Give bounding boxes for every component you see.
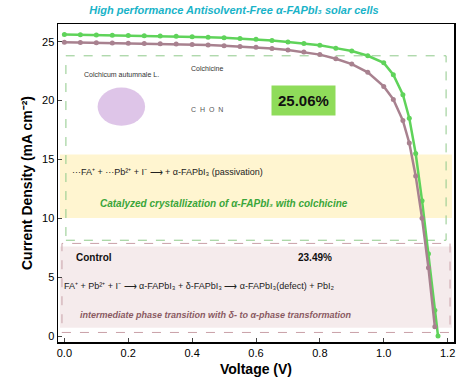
svg-text:23.49%: 23.49% [298, 252, 332, 263]
svg-text:Colchicine: Colchicine [191, 65, 223, 72]
svg-text:20: 20 [42, 94, 54, 106]
svg-text:10: 10 [42, 212, 54, 224]
svg-text:Voltage (V): Voltage (V) [220, 361, 292, 377]
svg-text:1.0: 1.0 [376, 347, 391, 359]
svg-text:25.06%: 25.06% [278, 92, 329, 109]
svg-text:Colchicum autumnale L.: Colchicum autumnale L. [84, 71, 159, 78]
svg-text:0: 0 [48, 330, 54, 342]
svg-text:0.8: 0.8 [312, 347, 327, 359]
svg-text:···FA⁺ + ···Pb²⁺ + I⁻ ⟶ + α-FA: ···FA⁺ + ···Pb²⁺ + I⁻ ⟶ + α-FAPbI₃ (pass… [72, 167, 263, 177]
svg-text:0.6: 0.6 [248, 347, 263, 359]
svg-text:1.2: 1.2 [440, 347, 455, 359]
svg-text:intermediate phase transition: intermediate phase transition with δ- to… [80, 310, 352, 320]
svg-text:Current Density (mA cm⁻²): Current Density (mA cm⁻²) [19, 96, 35, 270]
svg-text:C H O N: C H O N [191, 106, 223, 113]
svg-text:0.2: 0.2 [121, 347, 136, 359]
svg-text:Catalyzed crystallization of α: Catalyzed crystallization of α-FAPbI₃ wi… [100, 198, 348, 209]
svg-text:Control: Control [76, 252, 112, 263]
svg-text:0.0: 0.0 [57, 347, 72, 359]
svg-text:15: 15 [42, 153, 54, 165]
svg-text:FA⁺ + Pb²⁺ + I⁻ ⟶ α-FAPbI₃ + δ: FA⁺ + Pb²⁺ + I⁻ ⟶ α-FAPbI₃ + δ-FAPbI₃ ⟶ … [64, 281, 334, 291]
svg-text:25: 25 [42, 36, 54, 48]
svg-text:5: 5 [48, 271, 54, 283]
svg-text:High performance Antisolvent-F: High performance Antisolvent-Free α-FAPb… [89, 4, 378, 16]
svg-text:0.4: 0.4 [184, 347, 199, 359]
